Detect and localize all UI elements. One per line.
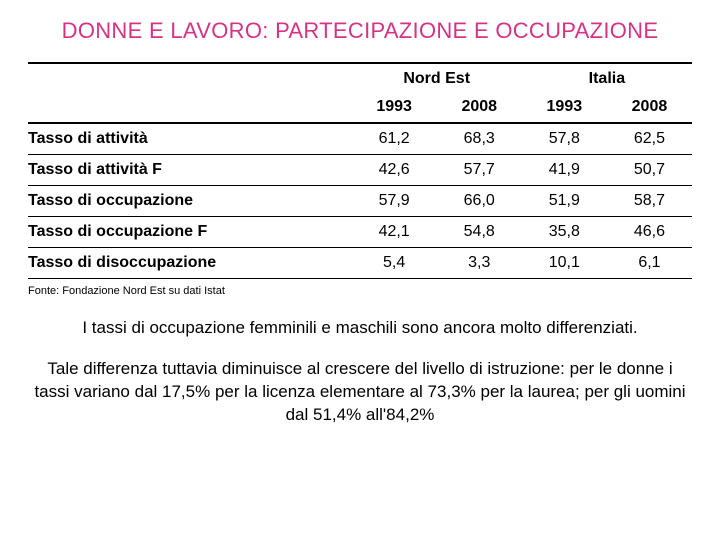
- year-header: 2008: [607, 94, 692, 123]
- row-label: Tasso di attività F: [28, 155, 352, 186]
- table-row: Tasso di occupazione F 42,1 54,8 35,8 46…: [28, 217, 692, 248]
- cell: 68,3: [437, 123, 522, 155]
- cell: 3,3: [437, 248, 522, 279]
- cell: 35,8: [522, 217, 607, 248]
- year-header-row: 1993 2008 1993 2008: [28, 94, 692, 123]
- summary-paragraph-1: I tassi di occupazione femminili e masch…: [28, 317, 692, 340]
- row-label: Tasso di attività: [28, 123, 352, 155]
- cell: 50,7: [607, 155, 692, 186]
- year-header: 2008: [437, 94, 522, 123]
- cell: 42,6: [352, 155, 437, 186]
- cell: 51,9: [522, 186, 607, 217]
- data-table: Nord Est Italia 1993 2008 1993 2008 Tass…: [28, 62, 692, 279]
- group-header-italia: Italia: [522, 63, 692, 94]
- table-row: Tasso di disoccupazione 5,4 3,3 10,1 6,1: [28, 248, 692, 279]
- cell: 62,5: [607, 123, 692, 155]
- cell: 10,1: [522, 248, 607, 279]
- cell: 57,8: [522, 123, 607, 155]
- year-header: 1993: [352, 94, 437, 123]
- source-note: Fonte: Fondazione Nord Est su dati Istat: [28, 285, 692, 297]
- group-header-row: Nord Est Italia: [28, 63, 692, 94]
- cell: 41,9: [522, 155, 607, 186]
- cell: 6,1: [607, 248, 692, 279]
- cell: 57,7: [437, 155, 522, 186]
- year-header: 1993: [522, 94, 607, 123]
- cell: 54,8: [437, 217, 522, 248]
- cell: 46,6: [607, 217, 692, 248]
- row-label: Tasso di occupazione: [28, 186, 352, 217]
- table-row: Tasso di attività F 42,6 57,7 41,9 50,7: [28, 155, 692, 186]
- page-title: DONNE E LAVORO: PARTECIPAZIONE E OCCUPAZ…: [28, 18, 692, 44]
- group-header-nord-est: Nord Est: [352, 63, 522, 94]
- cell: 5,4: [352, 248, 437, 279]
- header-spacer-2: [28, 94, 352, 123]
- cell: 61,2: [352, 123, 437, 155]
- cell: 42,1: [352, 217, 437, 248]
- table-row: Tasso di attività 61,2 68,3 57,8 62,5: [28, 123, 692, 155]
- cell: 57,9: [352, 186, 437, 217]
- cell: 66,0: [437, 186, 522, 217]
- cell: 58,7: [607, 186, 692, 217]
- row-label: Tasso di disoccupazione: [28, 248, 352, 279]
- header-spacer: [28, 63, 352, 94]
- table-row: Tasso di occupazione 57,9 66,0 51,9 58,7: [28, 186, 692, 217]
- row-label: Tasso di occupazione F: [28, 217, 352, 248]
- summary-paragraph-2: Tale differenza tuttavia diminuisce al c…: [28, 358, 692, 427]
